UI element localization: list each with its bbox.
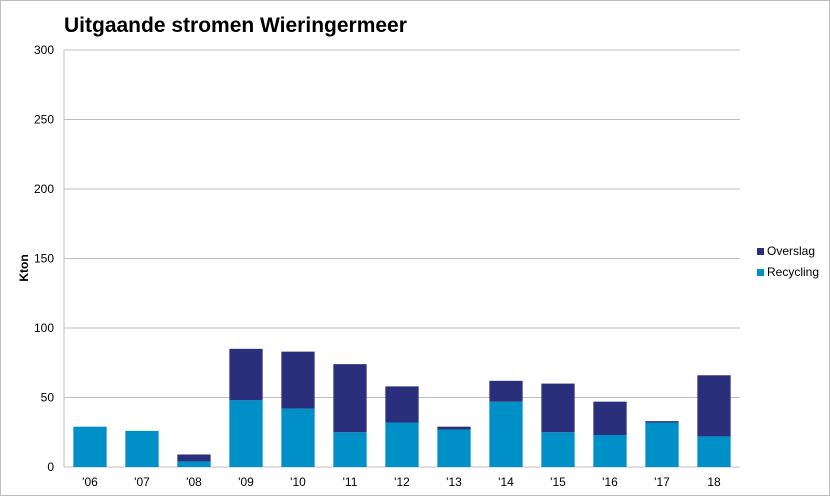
bar-recycling-3 <box>229 400 263 467</box>
x-axis-ticks: '06 '07 '08 '09 '10 '11 '12 '13 '14 '15 '16 '17 18 <box>82 475 721 489</box>
legend-label-recycling: Recycling <box>767 265 819 279</box>
bars <box>73 348 731 467</box>
legend: Overslag Recycling <box>757 244 819 279</box>
x-tick-label: '10 <box>290 475 306 489</box>
bar-recycling-9 <box>541 432 575 467</box>
x-tick-label: '07 <box>134 475 150 489</box>
bar-recycling-1 <box>125 430 159 467</box>
bar-overslag-2 <box>177 454 211 462</box>
x-tick-label: 18 <box>707 475 721 489</box>
bar-recycling-6 <box>385 422 419 467</box>
x-tick-label: '12 <box>394 475 410 489</box>
x-tick-label: '08 <box>186 475 202 489</box>
legend-swatch-recycling <box>757 269 764 276</box>
bar-overslag-8 <box>489 380 523 402</box>
y-axis-ticks: 0 50 100 150 200 250 300 <box>34 43 54 474</box>
x-tick-label: '15 <box>550 475 566 489</box>
x-tick-label: '14 <box>498 475 514 489</box>
bar-overslag-7 <box>437 426 471 430</box>
bar-recycling-4 <box>281 408 315 467</box>
x-tick-label: '09 <box>238 475 254 489</box>
y-tick-label: 50 <box>41 391 55 405</box>
bar-recycling-7 <box>437 429 471 467</box>
gridlines <box>63 49 740 468</box>
bar-overslag-12 <box>697 375 731 437</box>
bar-overslag-9 <box>541 383 575 433</box>
legend-label-overslag: Overslag <box>767 244 815 258</box>
bar-recycling-0 <box>73 426 107 467</box>
bar-overslag-6 <box>385 386 419 423</box>
x-tick-label: '13 <box>446 475 462 489</box>
x-tick-label: '17 <box>654 475 670 489</box>
bar-recycling-10 <box>593 435 627 467</box>
y-axis-label: Kton <box>17 254 31 281</box>
y-tick-label: 300 <box>34 43 54 57</box>
y-tick-label: 0 <box>47 460 54 474</box>
bar-overslag-3 <box>229 348 263 401</box>
bar-overslag-4 <box>281 351 315 409</box>
bar-overslag-11 <box>645 421 679 423</box>
bar-recycling-12 <box>697 436 731 467</box>
bar-recycling-5 <box>333 432 367 467</box>
x-tick-label: '06 <box>82 475 98 489</box>
bar-recycling-8 <box>489 401 523 467</box>
bar-overslag-5 <box>333 364 367 433</box>
y-tick-label: 150 <box>34 252 54 266</box>
y-tick-label: 100 <box>34 321 54 335</box>
bar-recycling-2 <box>177 461 211 467</box>
y-tick-label: 250 <box>34 113 54 127</box>
x-tick-label: '11 <box>343 475 358 489</box>
x-tick-label: '16 <box>602 475 618 489</box>
bar-recycling-11 <box>645 422 679 467</box>
bar-overslag-10 <box>593 401 627 436</box>
y-tick-label: 200 <box>34 182 54 196</box>
legend-swatch-overslag <box>757 248 764 255</box>
chart-title: Uitgaande stromen Wieringermeer <box>64 14 407 37</box>
